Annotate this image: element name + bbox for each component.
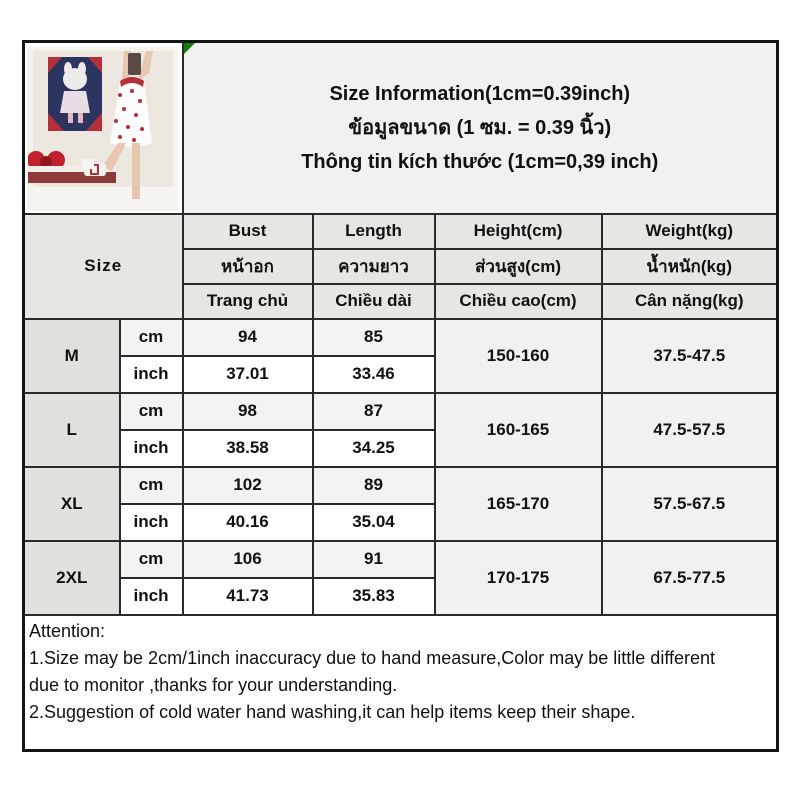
title-vietnamese: Thông tin kích thước (1cm=0,39 inch) [301,150,659,173]
cell-xl-bust-inch: 40.16 [181,502,314,542]
cell-2xl-weight: 67.5-77.5 [600,539,779,616]
col-header-bust-vi: Trang chủ [181,282,314,320]
title-block: Size Information(1cm=0.39inch) ข้อมูลขนา… [181,40,779,215]
unit-inch-label: inch [118,354,184,394]
product-photo [22,40,184,215]
cell-2xl-length-cm: 91 [311,539,436,579]
attention-heading: Attention: [29,620,106,641]
size-header: Size [22,212,184,320]
cell-l-weight: 47.5-57.5 [600,391,779,468]
attention-note: Attention: 1.Size may be 2cm/1inch inacc… [22,613,779,752]
size-row-label: L [22,391,121,468]
attention-note-1: 1.Size may be 2cm/1inch inaccuracy due t… [29,647,716,668]
cell-l-length-cm: 87 [311,391,436,431]
cell-2xl-bust-cm: 106 [181,539,314,579]
title-thai: ข้อมูลขนาด (1 ซม. = 0.39 นิ้ว) [348,116,612,139]
unit-cm-label: cm [118,317,184,357]
col-header-bust-en: Bust [181,212,314,250]
size-chart-table: Size Information(1cm=0.39inch) ข้อมูลขนา… [22,40,780,752]
cell-m-height: 150-160 [433,317,603,394]
size-row-label: M [22,317,121,394]
col-header-length-th: ความยาว [311,247,436,285]
unit-inch-label: inch [118,576,184,616]
col-header-height-vi: Chiều cao(cm) [433,282,603,320]
excel-corner-flag-icon [184,43,195,54]
cell-xl-height: 165-170 [433,465,603,542]
cell-m-length-inch: 33.46 [311,354,436,394]
cell-xl-bust-cm: 102 [181,465,314,505]
cell-m-bust-inch: 37.01 [181,354,314,394]
cell-m-bust-cm: 94 [181,317,314,357]
cell-l-bust-cm: 98 [181,391,314,431]
col-header-height-th: ส่วนสูง(cm) [433,247,603,285]
cell-2xl-bust-inch: 41.73 [181,576,314,616]
unit-cm-label: cm [118,465,184,505]
title-english: Size Information(1cm=0.39inch) [329,82,631,105]
cell-xl-weight: 57.5-67.5 [600,465,779,542]
col-header-weight-vi: Cân nặng(kg) [600,282,779,320]
cell-m-weight: 37.5-47.5 [600,317,779,394]
cell-2xl-height: 170-175 [433,539,603,616]
col-header-length-en: Length [311,212,436,250]
cell-l-height: 160-165 [433,391,603,468]
col-header-weight-th: น้ำหนัก(kg) [600,247,779,285]
unit-inch-label: inch [118,502,184,542]
cell-xl-length-inch: 35.04 [311,502,436,542]
col-header-bust-th: หน้าอก [181,247,314,285]
attention-note-1b: due to monitor ,thanks for your understa… [29,674,398,695]
col-header-weight-en: Weight(kg) [600,212,779,250]
unit-inch-label: inch [118,428,184,468]
product-photo-illustration [28,46,179,211]
cell-l-length-inch: 34.25 [311,428,436,468]
cell-2xl-length-inch: 35.83 [311,576,436,616]
attention-note-2: 2.Suggestion of cold water hand washing,… [29,701,636,722]
cell-xl-length-cm: 89 [311,465,436,505]
size-row-label: XL [22,465,121,542]
unit-cm-label: cm [118,391,184,431]
cell-m-length-cm: 85 [311,317,436,357]
col-header-height-en: Height(cm) [433,212,603,250]
unit-cm-label: cm [118,539,184,579]
cell-l-bust-inch: 38.58 [181,428,314,468]
size-row-label: 2XL [22,539,121,616]
col-header-length-vi: Chiều dài [311,282,436,320]
